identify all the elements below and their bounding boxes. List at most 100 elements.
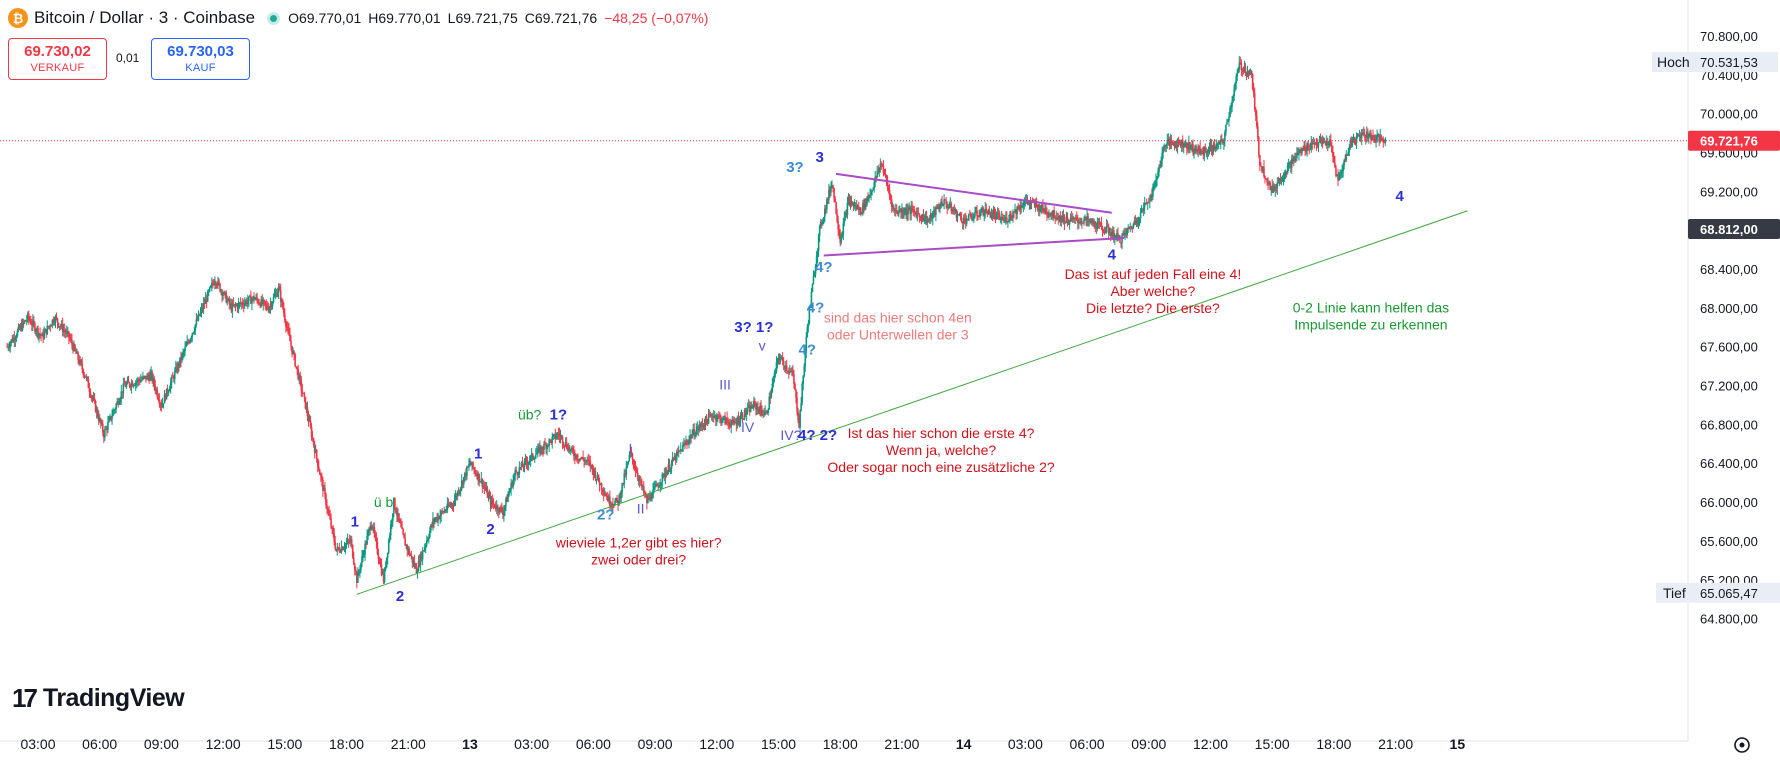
candle-body (163, 394, 166, 404)
candle-body (1232, 96, 1234, 102)
candle-body (187, 341, 189, 343)
candle-body (963, 218, 966, 220)
candle-body (1144, 202, 1147, 204)
candle-body (622, 482, 625, 484)
candle-body (154, 385, 157, 391)
candle-body (162, 403, 165, 405)
candle-body (68, 331, 70, 338)
sell-button[interactable]: 69.730,02 VERKAUF (8, 38, 107, 80)
candle-body (204, 298, 207, 304)
candle-body (1225, 124, 1227, 133)
candle-body (818, 226, 821, 236)
candle-body (1381, 138, 1384, 140)
candle-body (378, 558, 381, 564)
crosshair-price-badge: 68.812,00 (1700, 222, 1758, 237)
candle-body (257, 299, 259, 304)
candle-body (108, 418, 110, 423)
candle-body (1339, 174, 1341, 179)
spread-value: 0,01 (116, 51, 140, 65)
candle-body (377, 553, 380, 559)
candle-body (944, 199, 946, 201)
candle-body (48, 325, 51, 328)
candle-body (12, 337, 15, 342)
wave-label: ü b (374, 494, 394, 510)
candle-body (962, 218, 965, 224)
candle-body (960, 217, 963, 222)
candle-body (345, 542, 348, 545)
candle-body (1377, 134, 1379, 137)
wave-label: 4 (1108, 246, 1117, 263)
candle-body (678, 450, 681, 452)
candle-body (488, 495, 491, 497)
candle-body (514, 470, 517, 476)
candle-body (370, 525, 373, 530)
candle-body (38, 333, 40, 336)
candle-body (396, 512, 398, 516)
symbol-title[interactable]: Bitcoin / Dollar · 3 · Coinbase (34, 8, 256, 27)
candle-body (620, 492, 622, 499)
candle-body (848, 198, 851, 204)
candle-body (431, 524, 433, 526)
candle-body (414, 565, 417, 567)
candle-body (71, 339, 73, 345)
candle-body (522, 466, 525, 468)
candle-body (1211, 150, 1214, 152)
candle-body (1020, 204, 1023, 208)
candle-body (693, 429, 695, 437)
candle-body (152, 378, 154, 382)
candle-body (1106, 225, 1109, 228)
candle-body (1141, 208, 1144, 211)
candle-body (800, 402, 802, 411)
candle-body (1215, 143, 1218, 148)
candle-body (452, 504, 455, 506)
candle-body (359, 569, 361, 572)
candle-body (298, 375, 301, 380)
candle-body (1202, 153, 1205, 156)
candle-body (1014, 208, 1016, 213)
candle-body (1147, 201, 1150, 203)
candle-body (368, 527, 370, 532)
candle-body (976, 210, 978, 216)
candle-body (169, 382, 172, 390)
candle-body (1033, 202, 1036, 207)
candle-body (1216, 143, 1219, 145)
candle-body (990, 214, 993, 218)
candle-body (136, 379, 139, 382)
candle-body (811, 283, 814, 293)
candle-body (953, 210, 956, 212)
candle-body (752, 407, 754, 409)
buy-button[interactable]: 69.730,03 KAUF (151, 38, 250, 80)
candle-body (798, 419, 800, 428)
candle-body (1085, 216, 1087, 220)
candle-body (22, 321, 25, 323)
candle-body (232, 303, 235, 306)
candle-body (869, 194, 871, 197)
settings-gear-center (1739, 742, 1745, 748)
candle-body (389, 524, 392, 536)
candle-body (872, 188, 874, 191)
candle-body (346, 540, 349, 543)
candle-body (701, 424, 704, 427)
candle-body (973, 216, 975, 218)
time-axis: 03:00 06:00 09:00 12:00 15:00 18:00 21:00 13 03:… (20, 736, 1750, 753)
candle-body (578, 459, 580, 461)
low-label: Tief (1663, 585, 1686, 601)
candle-body (1343, 159, 1345, 166)
candle-body (273, 294, 276, 297)
candle-body (52, 319, 55, 323)
candle-body (831, 185, 833, 187)
candle-body (92, 398, 95, 400)
candle-body (1130, 226, 1133, 228)
candle-body (161, 403, 164, 408)
candle-body (227, 298, 230, 300)
candle-body (1206, 151, 1209, 154)
candle-body (917, 213, 920, 215)
candle-body (1124, 232, 1126, 234)
candle-body (780, 357, 783, 360)
tradingview-logo[interactable]: 17 TradingView (12, 683, 185, 714)
candle-body (914, 211, 917, 213)
candle-body (235, 305, 238, 307)
candle-body (709, 414, 712, 416)
candle-body (1239, 62, 1242, 64)
